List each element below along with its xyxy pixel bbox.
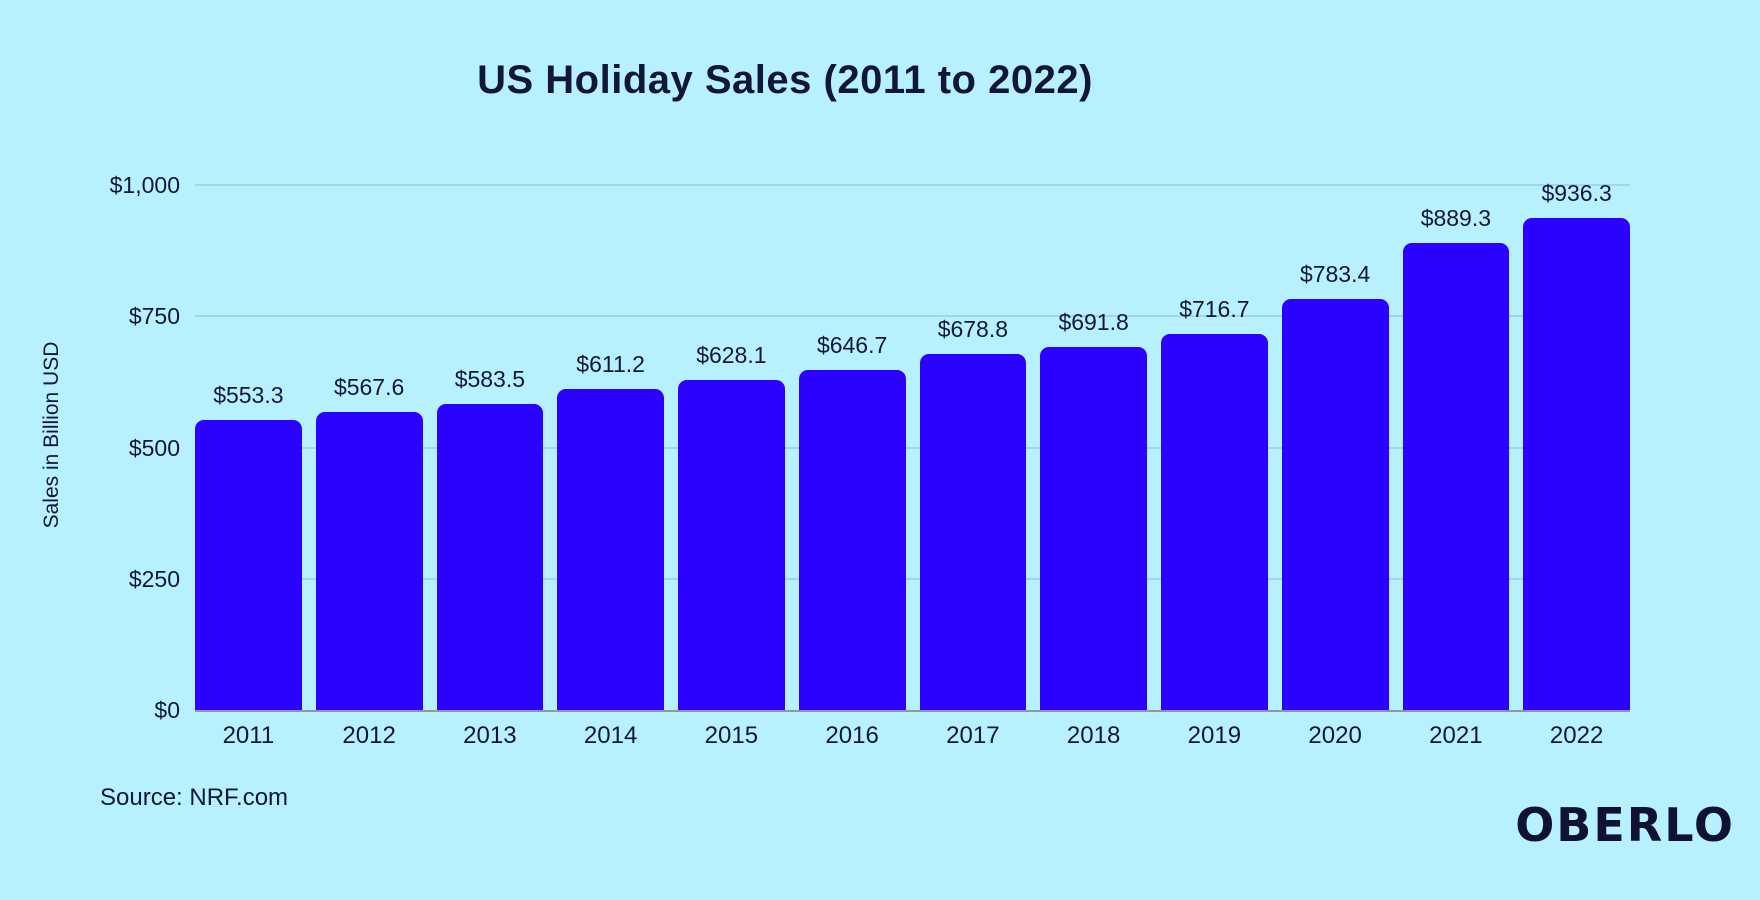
bar-value-label: $611.2 — [576, 351, 645, 378]
bar-2014 — [557, 389, 664, 710]
y-tick-label: $250 — [128, 565, 180, 592]
bar-value-label: $716.7 — [1179, 295, 1250, 322]
bar-value-label: $628.1 — [696, 342, 767, 369]
bar-value-label: $567.6 — [333, 374, 405, 400]
bar-value-label: $583.5 — [454, 365, 526, 392]
x-tick-label: 2018 — [1066, 722, 1121, 749]
bar-2012 — [315, 412, 423, 710]
bar-value-label: $678.8 — [937, 315, 1009, 342]
bar-value-label: $889.3 — [1420, 205, 1492, 232]
x-tick-label: 2017 — [946, 722, 1000, 749]
oberlo-logo: OBERLO — [1515, 798, 1735, 852]
bar-2022 — [1523, 218, 1630, 710]
bar-value-label: $691.8 — [1058, 308, 1129, 335]
bar-value-label: $783.4 — [1299, 260, 1371, 287]
x-tick-label: 2014 — [583, 722, 638, 749]
bar-value-label: $936.3 — [1541, 180, 1612, 207]
bar-2021 — [1402, 243, 1510, 710]
bar-2017 — [919, 353, 1027, 710]
bar-2020 — [1281, 298, 1389, 710]
x-tick-label: 2012 — [342, 722, 396, 749]
bar-2013 — [436, 403, 544, 710]
source-note: Source: NRF.com — [100, 784, 289, 811]
x-tick-label: 2022 — [1549, 722, 1604, 749]
y-tick-label: $750 — [128, 303, 180, 330]
bar-2011 — [195, 419, 302, 710]
bar-2015 — [678, 380, 785, 710]
bar-2016 — [798, 370, 906, 710]
y-tick-label: $0 — [154, 697, 180, 723]
x-tick-label: 2013 — [463, 722, 517, 749]
gridline — [195, 184, 1630, 186]
y-tick-label: $500 — [128, 434, 180, 461]
x-tick-label: 2020 — [1308, 722, 1362, 749]
x-tick-label: 2011 — [222, 722, 275, 749]
gridline — [195, 446, 1630, 449]
plot-area: $0 $250 $500 $750 $1,000 $553.3 2011 $567.6 2012… — [110, 172, 1630, 749]
bar-value-label: $646.7 — [816, 332, 888, 359]
gridline — [195, 577, 1630, 580]
chart-title: US Holiday Sales (2011 to 2022) — [477, 58, 1093, 102]
x-tick-label: 2015 — [704, 722, 759, 749]
bar-value-label: $553.3 — [213, 381, 284, 408]
x-tick-label: 2019 — [1187, 722, 1242, 749]
bar-2018 — [1040, 346, 1147, 710]
x-tick-label: 2016 — [825, 722, 879, 749]
gridline — [195, 315, 1630, 318]
bar-2019 — [1161, 333, 1268, 710]
y-tick-label: $1,000 — [109, 172, 180, 198]
x-tick-label: 2021 — [1429, 722, 1483, 749]
